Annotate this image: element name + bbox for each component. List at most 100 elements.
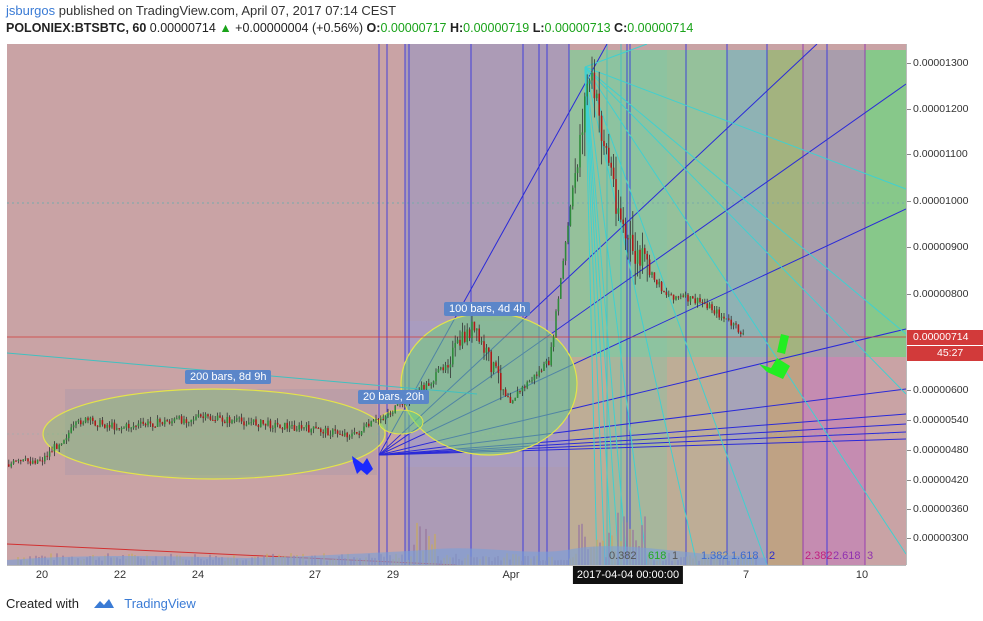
candle-body (317, 427, 320, 429)
candle-body (257, 425, 260, 427)
candle-body (195, 416, 197, 420)
symbol-line: POLONIEX:BTSBTC, 60 0.00000714 ▲ +0.0000… (6, 21, 693, 35)
candle-body (293, 425, 296, 431)
candle-body (564, 242, 567, 261)
candle-body (368, 423, 370, 427)
candle-body (17, 460, 20, 462)
candle-body (730, 319, 732, 326)
candle-body (161, 422, 164, 425)
candle-body (442, 367, 444, 371)
low-value: 0.00000713 (544, 21, 611, 35)
candle-body (495, 362, 497, 367)
candle-body (159, 418, 161, 423)
volume-area (7, 546, 767, 565)
candle-body (89, 417, 92, 421)
candle-body (634, 251, 636, 264)
candle-body (622, 219, 624, 224)
candle-body (684, 294, 687, 297)
volume-bar (623, 516, 625, 565)
candle-body (576, 167, 579, 174)
candle-body (219, 415, 221, 418)
candle-body (538, 370, 540, 376)
candle-body (236, 418, 238, 421)
candle-body (221, 417, 224, 422)
candle-body (372, 420, 375, 422)
x-tick-label: 24 (191, 569, 205, 581)
candle-body (75, 421, 77, 426)
candle-body (365, 423, 368, 427)
candle-body (346, 432, 348, 438)
candle-body (120, 428, 123, 430)
candle-body (104, 424, 106, 428)
candle-body (461, 331, 464, 346)
candle-body (51, 451, 53, 453)
candle-body (716, 309, 718, 314)
candle-body (514, 397, 516, 401)
tradingview-link[interactable]: TradingView (124, 596, 196, 611)
candle-body (82, 422, 84, 425)
candle-body (612, 167, 615, 180)
candle-body (466, 329, 468, 342)
footer: Created with TradingView (6, 596, 196, 611)
candlesticks (8, 56, 744, 469)
y-tick-mark (907, 201, 911, 202)
candle-body (610, 162, 612, 168)
y-tick-label: 0.00001000 (913, 195, 969, 207)
candle-body (596, 93, 598, 99)
candle-body (358, 433, 360, 435)
volume-bars (7, 512, 767, 565)
candle-body (29, 461, 32, 464)
chart-plot-area[interactable]: 200 bars, 8d 9h 20 bars, 20h 100 bars, 4… (7, 44, 906, 565)
y-tick-label: 0.00001200 (913, 103, 969, 115)
y-tick-mark (907, 294, 911, 295)
candle-body (708, 304, 711, 309)
bar-timer-tag: 45:27 (907, 346, 983, 361)
candle-body (255, 419, 257, 426)
candle-body (430, 384, 432, 386)
candle-body (504, 389, 507, 397)
author-link[interactable]: jsburgos (6, 3, 56, 18)
zone-magenta-stripe (803, 50, 865, 565)
candle-body (696, 297, 699, 304)
candle-body (149, 421, 152, 424)
candle-body (240, 417, 243, 422)
candle-body (250, 422, 252, 424)
high-label: H: (449, 21, 464, 35)
candle-body (113, 422, 116, 430)
candle-body (428, 383, 430, 386)
candle-body (425, 383, 428, 390)
publish-info: published on TradingView.com, April 07, … (58, 3, 397, 18)
candle-body (296, 429, 298, 431)
candle-body (341, 434, 344, 436)
price-axis[interactable]: 0.00001300 0.00001200 0.00001100 0.00001000… (906, 44, 983, 565)
candle-body (214, 419, 216, 421)
candle-body (550, 346, 552, 366)
fib-label-2618: 2.618 (833, 550, 861, 562)
ellipse-left (42, 388, 386, 480)
fib-time-lines (378, 44, 866, 565)
candle-body (603, 140, 605, 147)
fib-label-2: 2 (769, 550, 776, 562)
y-tick-mark (907, 509, 911, 510)
candle-body (586, 83, 588, 97)
candle-body (58, 444, 60, 449)
candle-body (711, 304, 713, 311)
candle-body (641, 248, 644, 266)
candle-body (24, 458, 27, 460)
up-arrow-icon: ▲ (219, 21, 232, 35)
candle-body (720, 316, 723, 318)
candle-body (540, 370, 543, 372)
time-axis[interactable]: 20 22 24 27 29 Apr 7 10 2017-04-04 00:00:00 (7, 565, 906, 585)
candle-body (305, 424, 308, 428)
candle-body (200, 414, 202, 417)
candle-body (192, 419, 195, 421)
candle-body (432, 381, 435, 385)
y-tick-mark (907, 450, 911, 451)
candle-body (252, 419, 255, 423)
x-tick-label: Apr (502, 569, 520, 581)
candle-body (483, 341, 485, 353)
candle-body (164, 420, 166, 425)
candle-body (473, 321, 476, 331)
candle-body (132, 425, 135, 428)
candle-body (468, 329, 471, 339)
